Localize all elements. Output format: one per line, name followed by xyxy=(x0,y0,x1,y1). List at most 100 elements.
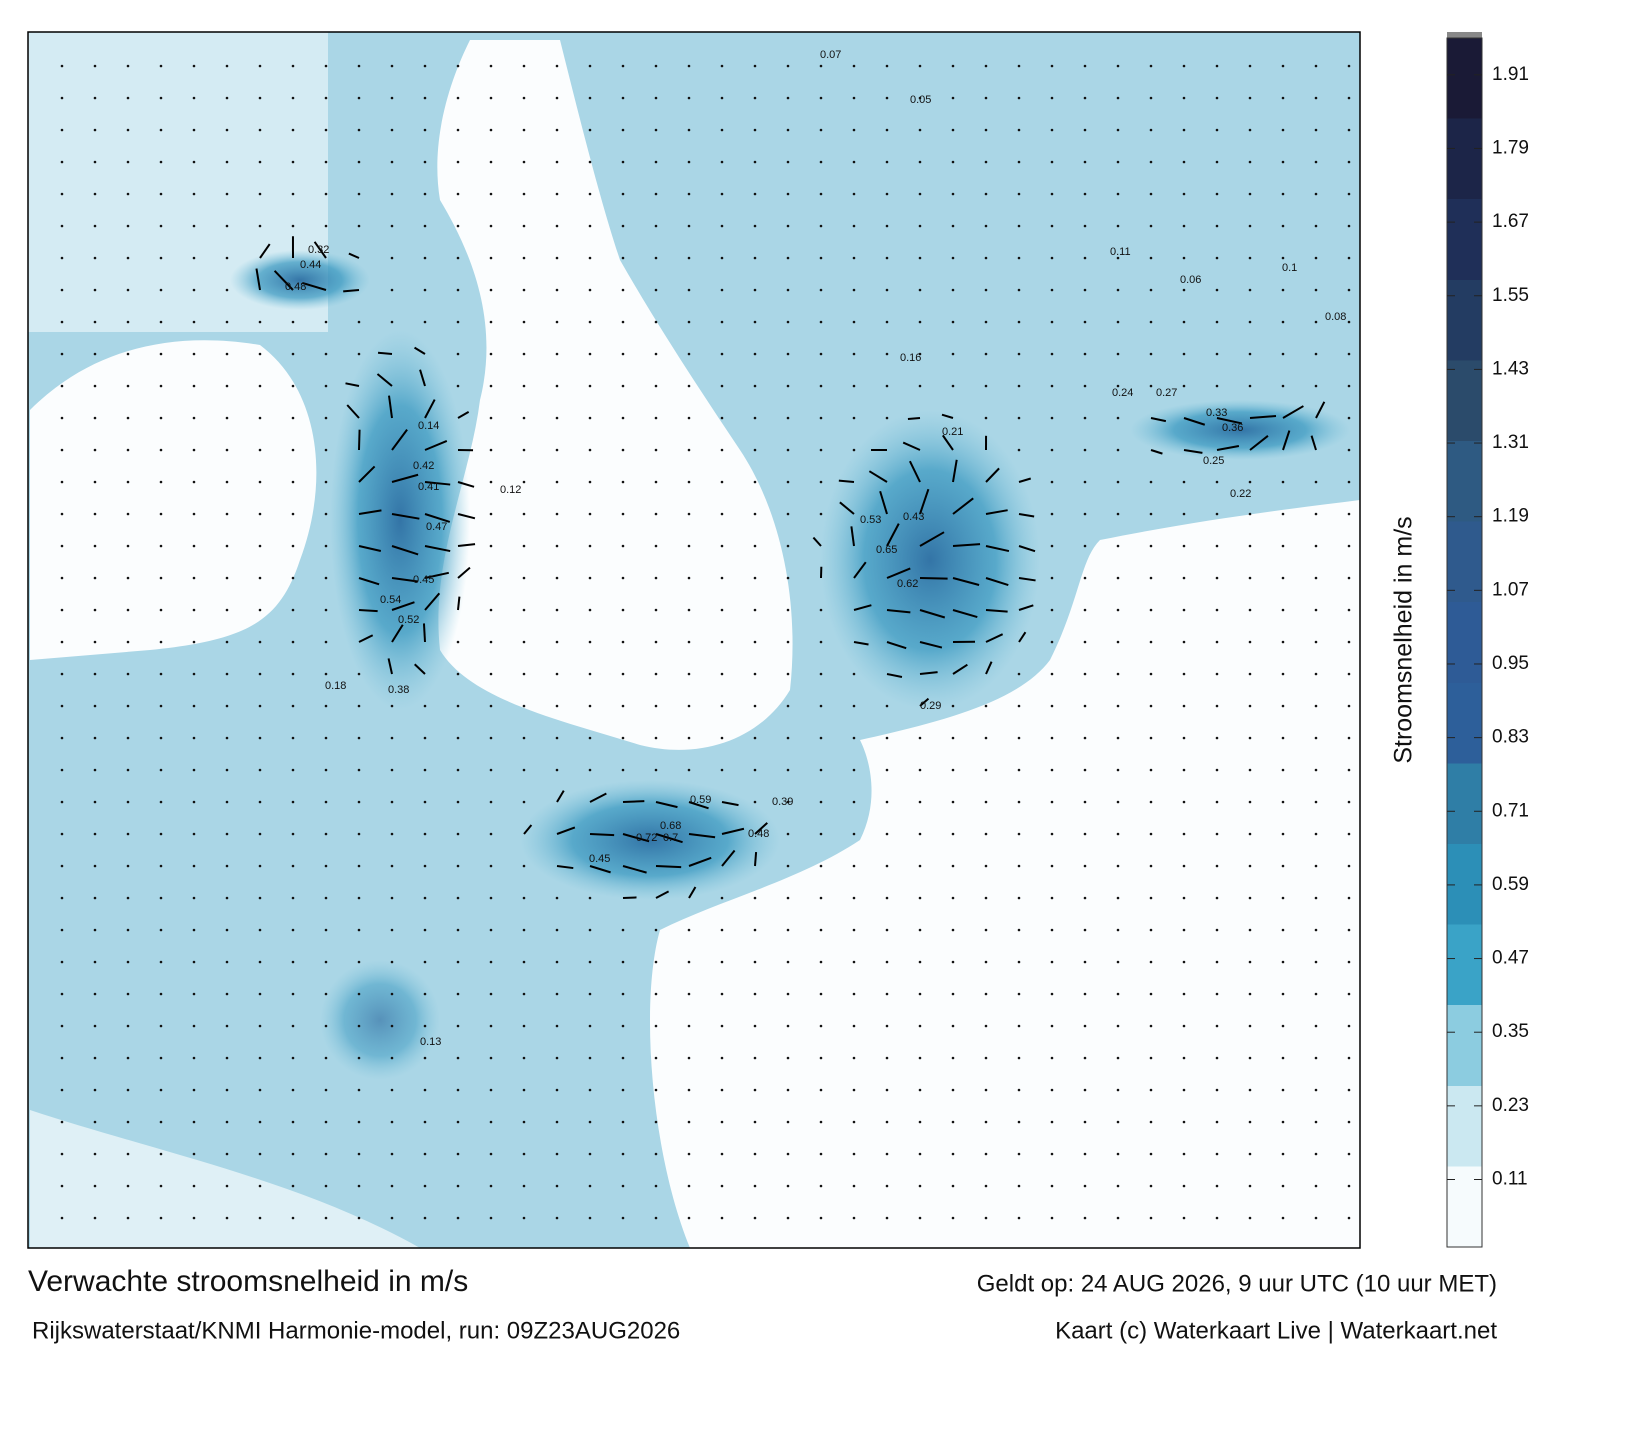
grid-dot xyxy=(325,865,328,868)
grid-dot xyxy=(1117,481,1120,484)
grid-dot xyxy=(1348,289,1351,292)
grid-dot xyxy=(160,353,163,356)
grid-dot xyxy=(787,833,790,836)
grid-dot xyxy=(754,417,757,420)
grid-dot xyxy=(490,545,493,548)
grid-dot xyxy=(259,1185,262,1188)
grid-dot xyxy=(490,449,493,452)
grid-dot xyxy=(919,65,922,68)
grid-dot xyxy=(1117,737,1120,740)
grid-dot xyxy=(721,257,724,260)
grid-dot xyxy=(1216,929,1219,932)
grid-dot xyxy=(1084,769,1087,772)
speed-label: 0.13 xyxy=(420,1036,441,1048)
grid-dot xyxy=(952,385,955,388)
grid-dot xyxy=(61,993,64,996)
grid-dot xyxy=(193,353,196,356)
grid-dot xyxy=(292,769,295,772)
grid-dot xyxy=(457,1121,460,1124)
grid-dot xyxy=(688,321,691,324)
grid-dot xyxy=(589,641,592,644)
grid-dot xyxy=(1249,737,1252,740)
grid-dot xyxy=(886,257,889,260)
grid-dot xyxy=(160,289,163,292)
grid-dot xyxy=(193,513,196,516)
grid-dot xyxy=(622,129,625,132)
grid-dot xyxy=(1348,225,1351,228)
colorbar-tick-label: 0.23 xyxy=(1492,1095,1529,1116)
grid-dot xyxy=(754,769,757,772)
grid-dot xyxy=(886,705,889,708)
grid-dot xyxy=(358,1153,361,1156)
grid-dot xyxy=(952,929,955,932)
grid-dot xyxy=(1348,961,1351,964)
colorbar-tick-label: 1.19 xyxy=(1492,506,1529,527)
grid-dot xyxy=(1216,97,1219,100)
grid-dot xyxy=(94,769,97,772)
grid-dot xyxy=(688,193,691,196)
grid-dot xyxy=(490,769,493,772)
grid-dot xyxy=(721,289,724,292)
grid-dot xyxy=(1051,705,1054,708)
grid-dot xyxy=(1315,385,1318,388)
grid-dot xyxy=(1216,161,1219,164)
grid-dot xyxy=(424,161,427,164)
grid-dot xyxy=(556,417,559,420)
grid-dot xyxy=(721,897,724,900)
grid-dot xyxy=(688,289,691,292)
grid-dot xyxy=(919,737,922,740)
grid-dot xyxy=(61,1153,64,1156)
grid-dot xyxy=(655,97,658,100)
grid-dot xyxy=(1051,1153,1054,1156)
grid-dot xyxy=(787,929,790,932)
grid-dot xyxy=(622,737,625,740)
speed-label: 0.12 xyxy=(500,484,521,496)
grid-dot xyxy=(787,993,790,996)
grid-dot xyxy=(787,705,790,708)
grid-dot xyxy=(655,1153,658,1156)
grid-dot xyxy=(1183,257,1186,260)
grid-dot xyxy=(1084,1089,1087,1092)
grid-dot xyxy=(1117,993,1120,996)
grid-dot xyxy=(820,865,823,868)
grid-dot xyxy=(655,1025,658,1028)
grid-dot xyxy=(457,801,460,804)
grid-dot xyxy=(1249,161,1252,164)
grid-dot xyxy=(1150,1025,1153,1028)
colorbar-tick-label: 0.71 xyxy=(1492,800,1529,821)
grid-dot xyxy=(1117,705,1120,708)
grid-dot xyxy=(688,705,691,708)
grid-dot xyxy=(1348,1057,1351,1060)
grid-dot xyxy=(127,353,130,356)
grid-dot xyxy=(853,1057,856,1060)
grid-dot xyxy=(1051,545,1054,548)
grid-dot xyxy=(193,705,196,708)
grid-dot xyxy=(919,1121,922,1124)
grid-dot xyxy=(193,225,196,228)
grid-dot xyxy=(1249,353,1252,356)
grid-dot xyxy=(721,769,724,772)
grid-dot xyxy=(1150,353,1153,356)
grid-dot xyxy=(1282,289,1285,292)
grid-dot xyxy=(325,449,328,452)
grid-dot xyxy=(1216,641,1219,644)
grid-dot xyxy=(457,929,460,932)
grid-dot xyxy=(688,577,691,580)
grid-dot xyxy=(193,577,196,580)
grid-dot xyxy=(1150,225,1153,228)
grid-dot xyxy=(325,129,328,132)
grid-dot xyxy=(490,1185,493,1188)
grid-dot xyxy=(160,993,163,996)
title: Verwachte stroomsnelheid in m/s xyxy=(28,1265,468,1298)
grid-dot xyxy=(1249,225,1252,228)
grid-dot xyxy=(1150,801,1153,804)
grid-dot xyxy=(820,481,823,484)
grid-dot xyxy=(127,641,130,644)
grid-dot xyxy=(556,769,559,772)
grid-dot xyxy=(193,161,196,164)
grid-dot xyxy=(259,161,262,164)
grid-dot xyxy=(292,449,295,452)
grid-dot xyxy=(226,1089,229,1092)
grid-dot xyxy=(193,1025,196,1028)
grid-dot xyxy=(820,961,823,964)
